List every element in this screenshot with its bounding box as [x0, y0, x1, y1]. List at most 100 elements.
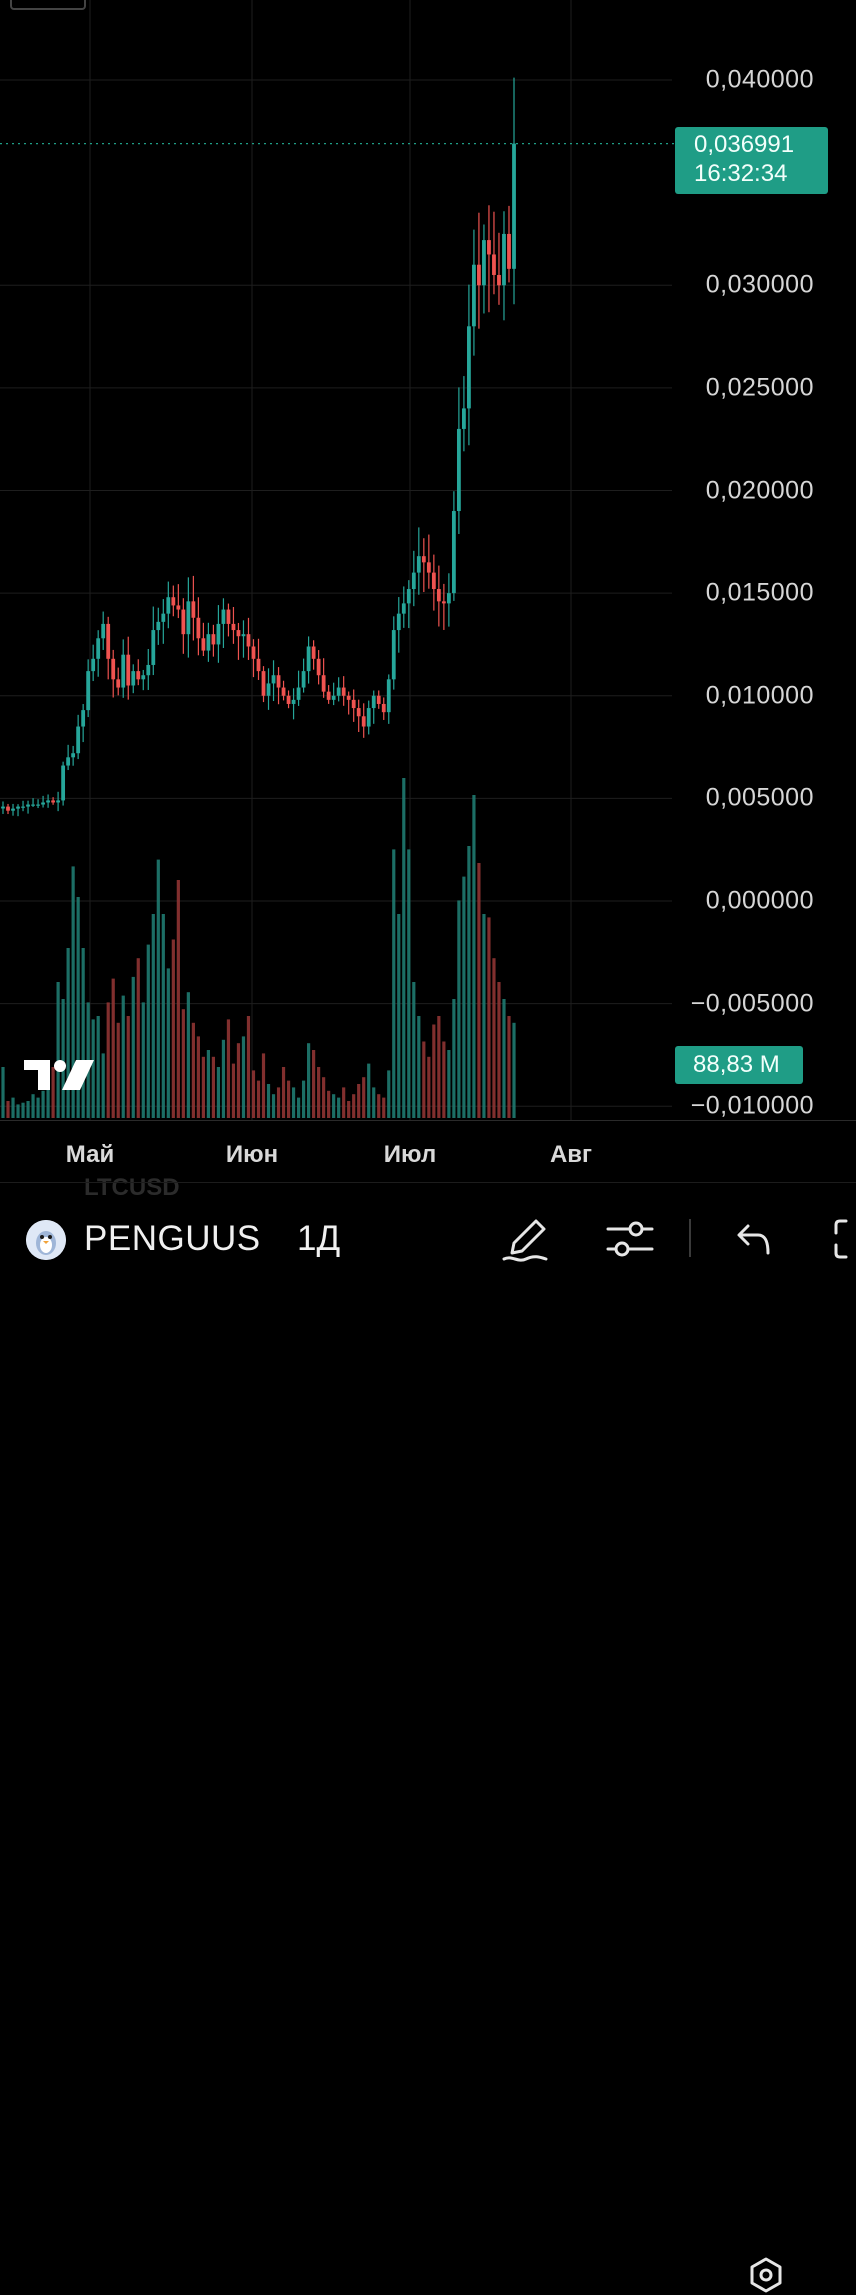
volume-bar: [432, 1024, 436, 1118]
volume-bar: [236, 1043, 241, 1118]
interval-selector[interactable]: 1Д: [297, 1219, 341, 1258]
volume-bar: [512, 1022, 516, 1118]
volume-bar: [1, 1067, 5, 1118]
volume-bar: [327, 1090, 331, 1118]
volume-bar: [26, 1101, 30, 1118]
time-axis[interactable]: Май Июн Июл Авг: [0, 1120, 856, 2293]
candle-body: [431, 572, 436, 590]
candle-body: [126, 654, 131, 686]
volume-bar: [76, 897, 80, 1118]
undo-icon[interactable]: [730, 1213, 774, 1265]
volume-bar: [66, 948, 70, 1118]
volume-bar: [186, 992, 190, 1118]
countdown-timer: 16:32:34: [694, 160, 788, 187]
candle-body: [171, 597, 176, 606]
time-tick-label: Июн: [225, 1141, 279, 1168]
volume-bar: [387, 1070, 391, 1118]
volume-bar: [156, 859, 160, 1118]
volume-bar: [246, 1016, 251, 1118]
candle-body: [41, 802, 45, 805]
candle-body: [201, 638, 206, 651]
candle-body: [256, 658, 261, 672]
candle-body: [311, 646, 316, 659]
volume-bar: [31, 1094, 35, 1118]
volume-bar: [56, 982, 60, 1118]
candle-body: [477, 264, 481, 286]
candle-body: [487, 240, 491, 255]
candle-body: [391, 630, 396, 680]
candle-body: [36, 804, 40, 806]
volume-bar: [347, 1101, 351, 1118]
chart-area[interactable]: 0,040000 0,030000 0,025000 0,020000 0,015000…: [0, 0, 856, 1120]
candle-body: [211, 634, 216, 645]
candle-body: [497, 274, 501, 286]
candle-body: [76, 726, 81, 754]
volume-bar: [151, 914, 155, 1118]
candle-body: [401, 603, 406, 614]
candle-body: [131, 671, 136, 686]
volume-bar: [357, 1084, 361, 1118]
volume-bar: [251, 1070, 256, 1118]
volume-bar: [281, 1067, 286, 1118]
volume-bar: [296, 1097, 301, 1118]
volume-bar: [181, 1009, 185, 1118]
volume-bar: [417, 1016, 421, 1118]
candle-body: [121, 654, 126, 688]
candle-body: [71, 753, 76, 758]
candle-body: [381, 703, 386, 713]
candle-body: [376, 695, 381, 704]
candle-body: [512, 143, 516, 269]
candle-body: [1, 806, 5, 809]
fullscreen-icon[interactable]: [826, 1213, 856, 1265]
candle-body: [296, 687, 301, 700]
candle-body: [336, 687, 341, 696]
settings-icon[interactable]: [746, 2255, 786, 2295]
volume-bar: [131, 976, 135, 1118]
bottom-toolbar: PENGUUS 1Д: [0, 1182, 856, 1281]
candle-body: [246, 634, 251, 647]
symbol-avatar[interactable]: [26, 1220, 66, 1260]
candle-body: [301, 671, 306, 688]
volume-bar: [46, 1080, 50, 1118]
price-chart[interactable]: [0, 0, 856, 1120]
volume-bar: [226, 1019, 231, 1118]
candle-body: [331, 695, 336, 700]
volume-bar: [447, 1050, 451, 1118]
volume-bar: [377, 1094, 381, 1118]
candle-body: [361, 716, 366, 727]
candle-body: [26, 804, 30, 807]
candle-body: [286, 695, 291, 704]
candle-body: [61, 765, 66, 801]
symbol-name[interactable]: PENGUUS: [84, 1219, 261, 1258]
pencil-icon[interactable]: [500, 1213, 552, 1265]
price-tick-label: 0,000000: [705, 886, 814, 915]
candle-body: [216, 623, 221, 645]
volume-bar: [482, 914, 486, 1118]
volume-bar: [332, 1094, 336, 1118]
volume-tag: 88,83 M: [675, 1046, 803, 1084]
candle-body: [281, 687, 286, 696]
candle-body: [226, 609, 231, 624]
candle-body: [46, 800, 50, 803]
volume-bar: [487, 917, 491, 1118]
price-tick-label: 0,015000: [705, 578, 814, 607]
volume-bar: [362, 1077, 366, 1118]
candle-body: [6, 806, 10, 811]
volume-bar: [201, 1056, 205, 1118]
volume-bar: [352, 1094, 356, 1118]
volume-bar: [402, 778, 406, 1118]
candle-body: [261, 671, 266, 696]
volume-bar: [11, 1097, 15, 1118]
candle-body: [291, 699, 296, 704]
volume-bar: [41, 1090, 45, 1118]
sliders-icon[interactable]: [604, 1213, 656, 1265]
top-button-stub[interactable]: [10, 0, 86, 10]
volume-bar: [96, 1016, 100, 1118]
volume-bar: [301, 1080, 306, 1118]
volume-bar: [61, 999, 65, 1118]
price-tick-label: −0,010000: [690, 1091, 814, 1120]
volume-bar: [216, 1067, 221, 1118]
tradingview-logo-icon[interactable]: [22, 1054, 96, 1094]
volume-bar: [317, 1067, 321, 1118]
candle-body: [106, 623, 111, 659]
